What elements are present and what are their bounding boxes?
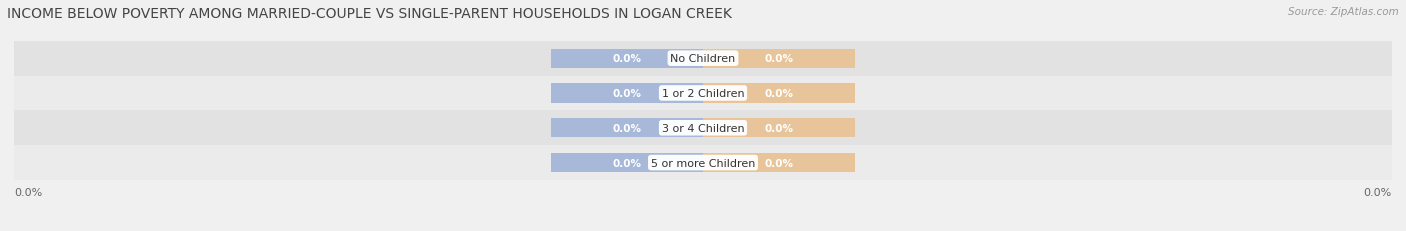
Text: 0.0%: 0.0% xyxy=(14,187,42,197)
Bar xyxy=(703,153,855,172)
Text: 0.0%: 0.0% xyxy=(765,123,793,133)
Text: INCOME BELOW POVERTY AMONG MARRIED-COUPLE VS SINGLE-PARENT HOUSEHOLDS IN LOGAN C: INCOME BELOW POVERTY AMONG MARRIED-COUPL… xyxy=(7,7,733,21)
Text: 0.0%: 0.0% xyxy=(765,158,793,168)
Bar xyxy=(0,42,1406,76)
Text: Source: ZipAtlas.com: Source: ZipAtlas.com xyxy=(1288,7,1399,17)
Text: 0.0%: 0.0% xyxy=(613,54,641,64)
Bar xyxy=(703,84,855,103)
Bar xyxy=(551,153,703,172)
Text: 0.0%: 0.0% xyxy=(613,158,641,168)
Bar xyxy=(0,111,1406,146)
Bar xyxy=(551,84,703,103)
Bar xyxy=(551,119,703,138)
Text: No Children: No Children xyxy=(671,54,735,64)
Text: 0.0%: 0.0% xyxy=(765,88,793,99)
Text: 5 or more Children: 5 or more Children xyxy=(651,158,755,168)
Text: 0.0%: 0.0% xyxy=(613,123,641,133)
Bar xyxy=(0,76,1406,111)
Bar xyxy=(0,146,1406,180)
Text: 0.0%: 0.0% xyxy=(613,88,641,99)
Text: 0.0%: 0.0% xyxy=(1364,187,1392,197)
Bar xyxy=(703,49,855,68)
Bar xyxy=(551,49,703,68)
Text: 0.0%: 0.0% xyxy=(765,54,793,64)
Text: 1 or 2 Children: 1 or 2 Children xyxy=(662,88,744,99)
Text: 3 or 4 Children: 3 or 4 Children xyxy=(662,123,744,133)
Bar xyxy=(703,119,855,138)
